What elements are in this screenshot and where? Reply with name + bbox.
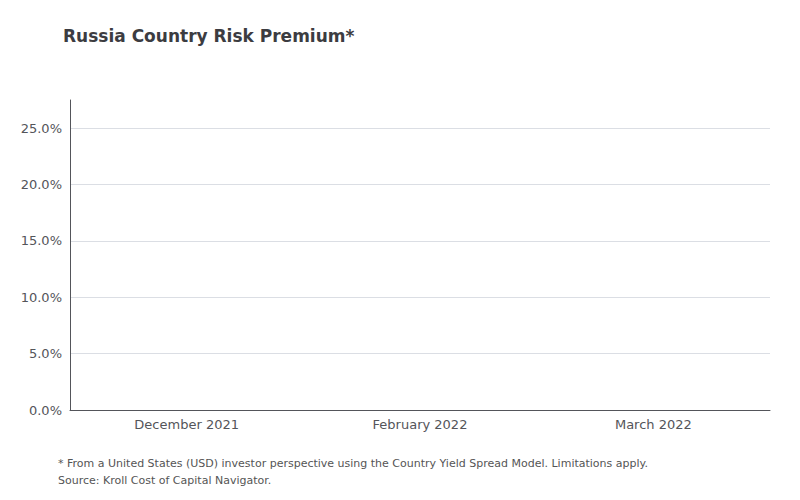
svg-text:5.0%: 5.0% — [29, 346, 62, 361]
svg-text:10.0%: 10.0% — [21, 290, 62, 305]
svg-text:Source: Kroll Cost of Capital: Source: Kroll Cost of Capital Navigator. — [58, 474, 271, 487]
svg-text:* From a United States (USD) i: * From a United States (USD) investor pe… — [58, 457, 648, 470]
svg-text:25.0%: 25.0% — [21, 121, 62, 136]
svg-text:December 2021: December 2021 — [134, 417, 239, 432]
svg-text:Russia Country Risk Premium*: Russia Country Risk Premium* — [63, 26, 355, 46]
svg-text:15.0%: 15.0% — [21, 233, 62, 248]
svg-text:20.0%: 20.0% — [21, 177, 62, 192]
svg-text:0.0%: 0.0% — [29, 403, 62, 418]
svg-text:March 2022: March 2022 — [615, 417, 692, 432]
svg-text:February 2022: February 2022 — [373, 417, 468, 432]
